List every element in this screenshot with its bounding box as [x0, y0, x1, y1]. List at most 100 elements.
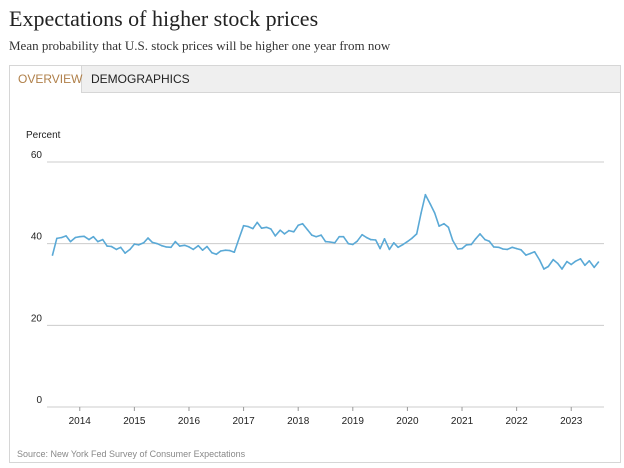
data-point [566, 260, 568, 263]
data-point [201, 249, 204, 251]
data-point [270, 228, 272, 230]
data-point [324, 240, 327, 243]
data-point [334, 242, 336, 244]
data-point [470, 243, 473, 246]
data-point [174, 240, 177, 243]
data-point [451, 239, 454, 242]
data-point [129, 248, 131, 251]
data-point [178, 245, 181, 247]
data-point [579, 258, 582, 260]
series-line [51, 193, 600, 270]
data-point [538, 259, 541, 261]
data-point [188, 246, 190, 248]
data-point [429, 203, 432, 205]
data-point [492, 246, 495, 248]
x-tick-label: 2021 [451, 416, 474, 427]
data-point [142, 242, 145, 244]
data-point [361, 233, 363, 236]
data-point [283, 233, 286, 235]
data-point [488, 240, 491, 242]
data-point [165, 246, 167, 248]
data-point [593, 266, 595, 269]
data-point [383, 238, 386, 240]
data-point [570, 263, 572, 266]
x-tick-label: 2020 [396, 416, 419, 427]
data-point [520, 249, 522, 251]
data-point [51, 254, 54, 256]
data-point [574, 260, 577, 263]
data-point [260, 227, 263, 229]
data-point [584, 264, 586, 267]
data-point [370, 238, 372, 241]
data-point [433, 212, 436, 214]
data-point [374, 239, 377, 241]
data-point [556, 262, 559, 265]
data-point [56, 237, 58, 240]
y-axis-label: Percent [26, 130, 61, 141]
data-point [137, 244, 140, 246]
data-point [315, 235, 318, 238]
y-tick-label: 40 [31, 232, 43, 243]
data-point [69, 240, 72, 243]
data-point [293, 231, 295, 233]
data-point [151, 241, 154, 244]
data-point [465, 244, 468, 246]
data-point [356, 240, 359, 242]
data-point [252, 227, 254, 230]
data-point [279, 229, 282, 231]
x-tick-label: 2017 [232, 416, 255, 427]
data-point [511, 246, 514, 249]
data-point [506, 248, 509, 251]
data-point [247, 225, 249, 228]
data-point [97, 240, 99, 243]
data-point [561, 268, 563, 270]
data-point [365, 236, 368, 239]
data-point [297, 224, 300, 227]
data-point [110, 245, 113, 248]
data-point [183, 244, 186, 247]
data-point [415, 233, 418, 235]
data-point [83, 235, 85, 238]
x-tick-label: 2023 [560, 416, 583, 427]
data-point [119, 246, 122, 249]
data-point [420, 212, 422, 214]
data-point [74, 236, 77, 239]
data-point [60, 236, 63, 239]
x-tick-label: 2014 [69, 416, 92, 427]
data-point [160, 244, 163, 247]
data-point [515, 247, 518, 250]
data-point [242, 224, 245, 227]
data-point [229, 249, 231, 252]
data-point [306, 229, 309, 231]
tab-overview[interactable]: OVERVIEW [10, 66, 82, 93]
x-tick-label: 2016 [178, 416, 201, 427]
page-title: Expectations of higher stock prices [9, 6, 319, 31]
data-point [406, 240, 409, 243]
data-point [92, 235, 95, 238]
data-point [424, 193, 427, 196]
data-point [597, 261, 600, 263]
data-point [133, 243, 136, 245]
data-point [233, 251, 236, 253]
source-note: Source: New York Fed Survey of Consumer … [17, 449, 246, 459]
data-point [265, 226, 268, 229]
data-point [197, 244, 200, 247]
data-point [65, 235, 67, 237]
y-tick-label: 60 [31, 150, 43, 161]
data-point [479, 233, 481, 235]
data-point [311, 234, 313, 236]
x-tick-label: 2018 [287, 416, 310, 427]
data-point [88, 238, 90, 241]
data-point [219, 250, 222, 252]
data-point [79, 235, 81, 238]
x-tick-label: 2015 [123, 416, 146, 427]
tab-demographics[interactable]: DEMOGRAPHICS [91, 72, 190, 86]
x-tick-label: 2019 [342, 416, 365, 427]
y-tick-label: 0 [36, 395, 42, 406]
data-point [238, 237, 240, 239]
data-point [461, 247, 463, 250]
data-point [438, 225, 440, 227]
data-point [474, 238, 477, 240]
data-point [388, 248, 391, 251]
data-point [206, 245, 208, 248]
